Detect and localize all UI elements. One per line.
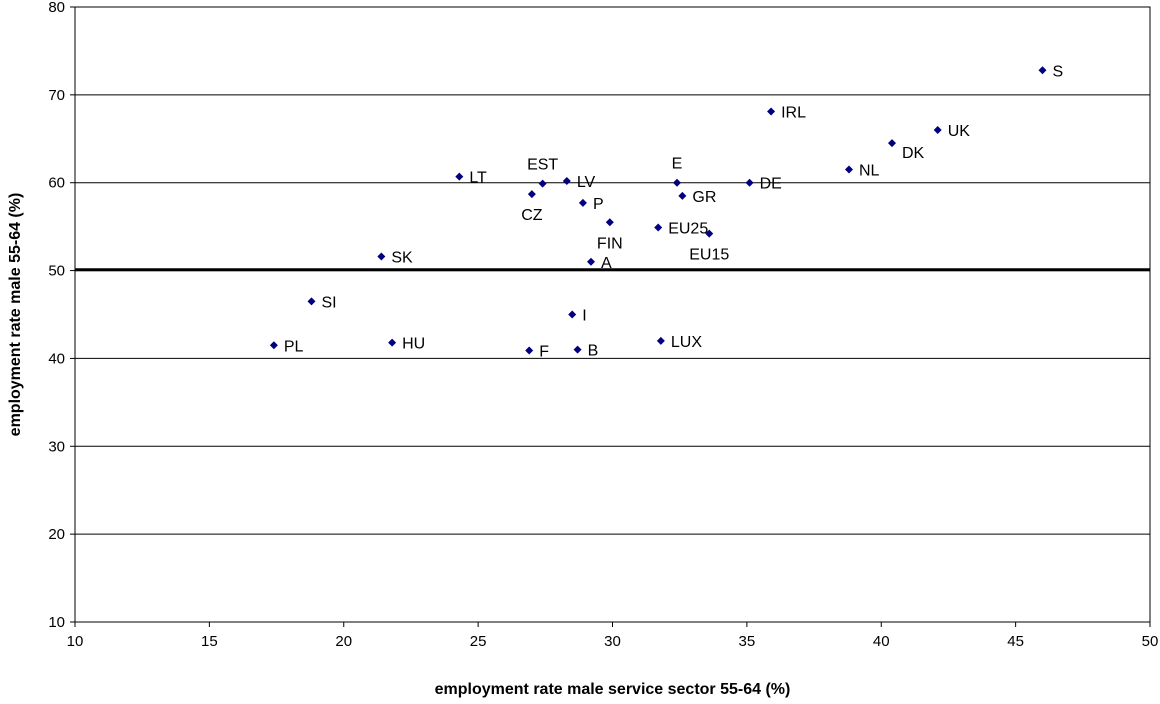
point-label: S <box>1053 63 1064 80</box>
data-point <box>933 126 942 134</box>
data-point <box>578 198 587 207</box>
point-label: LUX <box>671 334 702 351</box>
data-point <box>538 179 547 188</box>
x-tick-label: 25 <box>470 633 487 650</box>
data-point <box>1038 66 1047 75</box>
point-label: B <box>588 343 599 360</box>
data-point <box>573 345 582 354</box>
data-point <box>388 338 397 347</box>
point-label: CZ <box>521 207 543 224</box>
y-tick-label: 30 <box>48 438 65 455</box>
y-tick-label: 10 <box>48 614 65 631</box>
point-label: DE <box>760 176 782 193</box>
y-tick-label: 20 <box>48 526 65 543</box>
y-axis-title: employment rate male 55-64 (%) <box>7 193 24 437</box>
data-point <box>767 107 776 116</box>
plot-area <box>74 6 1151 623</box>
data-points: S IRL UK DK NL DE E GR EU15 EU25 FIN P LV EST CZ LT A SK S… <box>269 63 1064 361</box>
point-label: F <box>539 344 549 361</box>
data-point <box>562 176 571 185</box>
point-label: SI <box>322 294 337 311</box>
data-point <box>888 139 896 148</box>
x-tick-label: 20 <box>335 633 352 650</box>
data-point <box>656 336 665 345</box>
point-label: A <box>601 255 612 272</box>
x-tick-label: 30 <box>604 633 621 650</box>
x-tick-label: 15 <box>201 633 218 650</box>
x-tick-label: 10 <box>67 633 84 650</box>
y-tick-label: 40 <box>48 350 65 367</box>
point-label: LV <box>577 174 596 191</box>
data-point <box>587 257 595 266</box>
point-label: SK <box>391 250 413 267</box>
y-axis: 10 20 30 40 50 60 70 80 <box>48 0 75 631</box>
x-axis-title: employment rate male service sector 55-6… <box>435 681 791 698</box>
point-label: GR <box>692 189 716 206</box>
data-point <box>673 178 681 187</box>
data-point <box>568 310 577 319</box>
y-tick-label: 60 <box>48 175 65 192</box>
point-label: FIN <box>597 235 623 252</box>
data-point <box>705 229 714 238</box>
data-point <box>745 178 754 187</box>
data-point <box>527 190 536 199</box>
data-point <box>525 346 534 355</box>
data-point <box>654 223 663 232</box>
point-label: PL <box>284 338 304 355</box>
x-tick-label: 45 <box>1007 633 1024 650</box>
point-label: E <box>672 156 683 173</box>
point-label: HU <box>402 336 425 353</box>
data-point <box>377 252 386 261</box>
data-point <box>269 341 278 350</box>
point-label: EU25 <box>668 221 708 238</box>
point-label: EST <box>527 157 558 174</box>
x-tick-label: 50 <box>1142 633 1159 650</box>
point-label: NL <box>859 163 880 180</box>
y-tick-label: 80 <box>48 0 65 16</box>
point-label: I <box>582 308 586 325</box>
point-label: P <box>593 196 604 213</box>
data-point <box>605 218 614 227</box>
y-tick-label: 70 <box>48 87 65 104</box>
data-point <box>307 297 316 306</box>
point-label: DK <box>902 145 925 162</box>
data-point <box>845 165 853 174</box>
y-tick-label: 50 <box>48 263 65 280</box>
x-axis: 10 15 20 25 30 35 40 45 50 <box>67 622 1159 650</box>
data-point <box>678 191 687 200</box>
data-point <box>455 172 464 181</box>
point-label: EU15 <box>689 247 729 264</box>
point-label: LT <box>469 170 487 187</box>
x-tick-label: 40 <box>873 633 890 650</box>
grid-lines <box>75 6 1150 623</box>
point-label: UK <box>948 123 971 140</box>
point-label: IRL <box>781 105 806 122</box>
x-tick-label: 35 <box>739 633 756 650</box>
